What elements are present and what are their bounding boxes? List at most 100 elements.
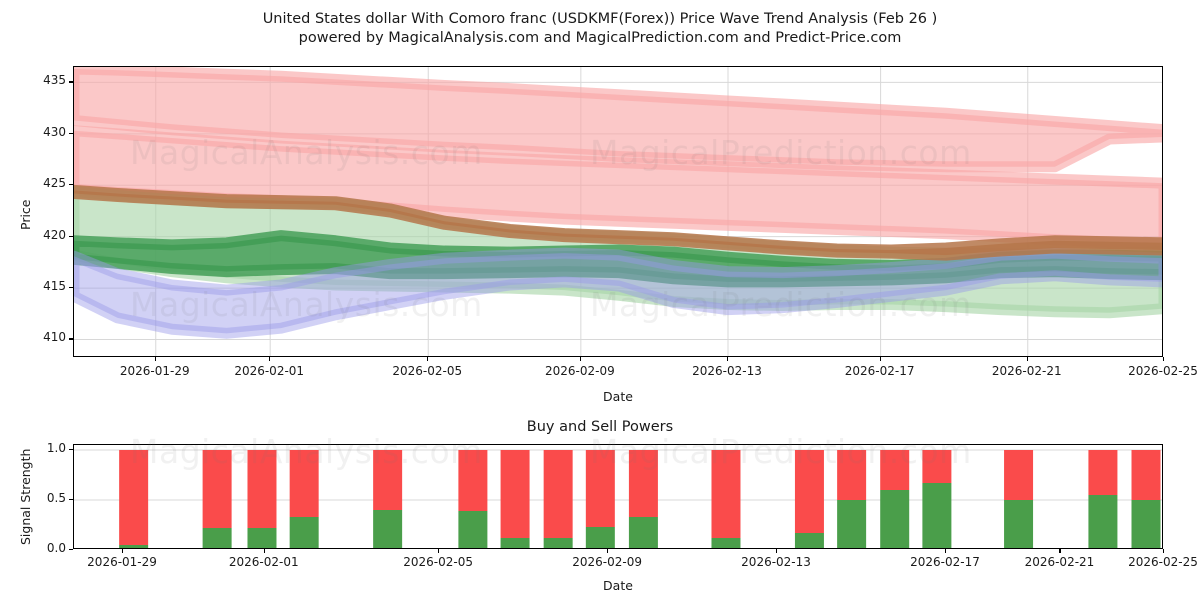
sell-power-segment — [1088, 450, 1118, 495]
signal-x-tick-label: 2026-02-21 — [1024, 555, 1095, 569]
signal-bar — [373, 450, 403, 548]
sell-power-segment — [543, 450, 573, 538]
buy-power-segment — [119, 545, 149, 548]
signal-x-tick-mark — [438, 549, 440, 553]
signal-y-tick-mark — [69, 549, 73, 551]
signal-bar — [628, 450, 658, 548]
price-band-core-trend-band-dark-green — [74, 230, 1162, 288]
price-x-tick-label: 2026-01-29 — [119, 364, 190, 378]
signal-bar — [247, 450, 277, 548]
sell-power-segment — [458, 450, 488, 511]
buy-power-segment — [543, 538, 573, 548]
price-band-momentum-band-blue — [74, 247, 1162, 339]
price-x-tick-mark — [269, 357, 271, 361]
sell-power-segment — [373, 450, 403, 510]
sell-power-segment — [794, 450, 824, 533]
sell-power-segment — [585, 450, 615, 527]
price-y-tick-label: 435 — [43, 73, 66, 88]
price-x-tick-label: 2026-02-17 — [844, 364, 915, 378]
signal-x-tick-mark — [945, 549, 947, 553]
price-y-tick-label: 415 — [43, 279, 66, 294]
price-x-tick-label: 2026-02-25 — [1128, 364, 1198, 378]
buy-power-segment — [1131, 500, 1161, 548]
signal-bar — [500, 450, 530, 548]
sell-power-segment — [289, 450, 319, 517]
price-x-tick-mark — [727, 357, 729, 361]
signal-x-tick-mark — [1059, 549, 1061, 553]
price-x-tick-mark — [427, 357, 429, 361]
signal-y-tick-mark — [69, 499, 73, 501]
signal-bar — [837, 450, 867, 548]
price-x-tick-mark — [879, 357, 881, 361]
figure-title: United States dollar With Comoro franc (… — [0, 10, 1200, 48]
buy-sell-powers-svg — [74, 449, 1162, 548]
signal-bar — [119, 450, 149, 548]
price-y-tick-label: 410 — [43, 330, 66, 345]
buy-power-segment — [794, 533, 824, 548]
sell-power-segment — [202, 450, 232, 528]
price-chart-x-axis-label: Date — [603, 389, 633, 404]
signal-bar — [585, 450, 615, 548]
signal-x-tick-label: 2026-02-09 — [572, 555, 642, 569]
signal-bar — [543, 450, 573, 548]
signal-x-tick-label: 2026-02-05 — [403, 555, 474, 569]
buy-power-segment — [1088, 495, 1118, 548]
price-x-tick-label: 2026-02-09 — [544, 364, 615, 378]
signal-y-tick-label: 0.0 — [46, 541, 66, 555]
signal-x-tick-label: 2026-02-01 — [228, 555, 299, 569]
signal-x-tick-mark — [607, 549, 609, 553]
buy-power-segment — [628, 517, 658, 548]
signal-bar — [1131, 450, 1161, 548]
sell-power-segment — [1131, 450, 1161, 500]
buy-power-segment — [880, 490, 910, 548]
signal-bar — [1088, 450, 1118, 548]
signal-y-tick-label: 1.0 — [46, 441, 66, 455]
buy-power-segment — [922, 483, 952, 548]
price-y-tick-mark — [69, 81, 73, 83]
sell-power-segment — [922, 450, 952, 483]
signal-bar — [289, 450, 319, 548]
price-x-tick-mark — [579, 357, 582, 361]
buy-power-segment — [837, 500, 867, 548]
buy-power-segment — [1004, 500, 1034, 548]
signal-bar — [922, 450, 952, 548]
sell-power-segment — [628, 450, 658, 517]
signal-x-tick-label: 2026-02-25 — [1128, 555, 1198, 569]
signal-y-tick-mark — [69, 449, 73, 451]
price-x-tick-label: 2026-02-13 — [692, 364, 762, 378]
signal-bar — [1004, 450, 1034, 548]
signal-bar — [711, 450, 741, 548]
buy-sell-powers-title: Buy and Sell Powers — [526, 419, 674, 435]
signal-bar — [458, 450, 488, 548]
signal-x-tick-mark — [1163, 549, 1165, 553]
price-x-tick-mark — [154, 357, 156, 361]
price-x-tick-mark — [1026, 357, 1028, 361]
sell-power-segment — [500, 450, 530, 538]
buy-power-segment — [711, 538, 741, 548]
price-y-tick-label: 430 — [43, 124, 66, 139]
price-y-tick-mark — [69, 235, 73, 237]
price-chart-y-axis-label: Price — [18, 199, 33, 231]
sell-power-segment — [711, 450, 741, 538]
sell-power-segment — [880, 450, 910, 490]
signal-x-tick-mark — [263, 549, 265, 553]
sell-power-segment — [1004, 450, 1034, 500]
price-x-tick-label: 2026-02-21 — [991, 364, 1062, 378]
figure-title-line2: powered by MagicalAnalysis.com and Magic… — [298, 30, 902, 46]
price-band-upper-resistance-band — [74, 67, 1162, 173]
sell-power-segment — [119, 450, 149, 545]
buy-power-segment — [289, 517, 319, 548]
signal-bar — [880, 450, 910, 548]
price-chart-plot-area — [73, 66, 1163, 357]
buy-power-segment — [373, 510, 403, 548]
price-chart-svg — [74, 67, 1162, 356]
signal-bar — [794, 450, 824, 548]
buy-sell-powers-plot-area — [73, 444, 1163, 549]
buy-sell-powers-x-axis-label: Date — [603, 578, 633, 593]
price-y-tick-mark — [69, 132, 73, 135]
figure-title-line1: United States dollar With Comoro franc (… — [262, 11, 938, 27]
signal-x-tick-label: 2026-02-17 — [910, 555, 980, 569]
price-x-tick-label: 2026-02-01 — [234, 364, 305, 378]
price-y-tick-label: 420 — [43, 227, 66, 242]
